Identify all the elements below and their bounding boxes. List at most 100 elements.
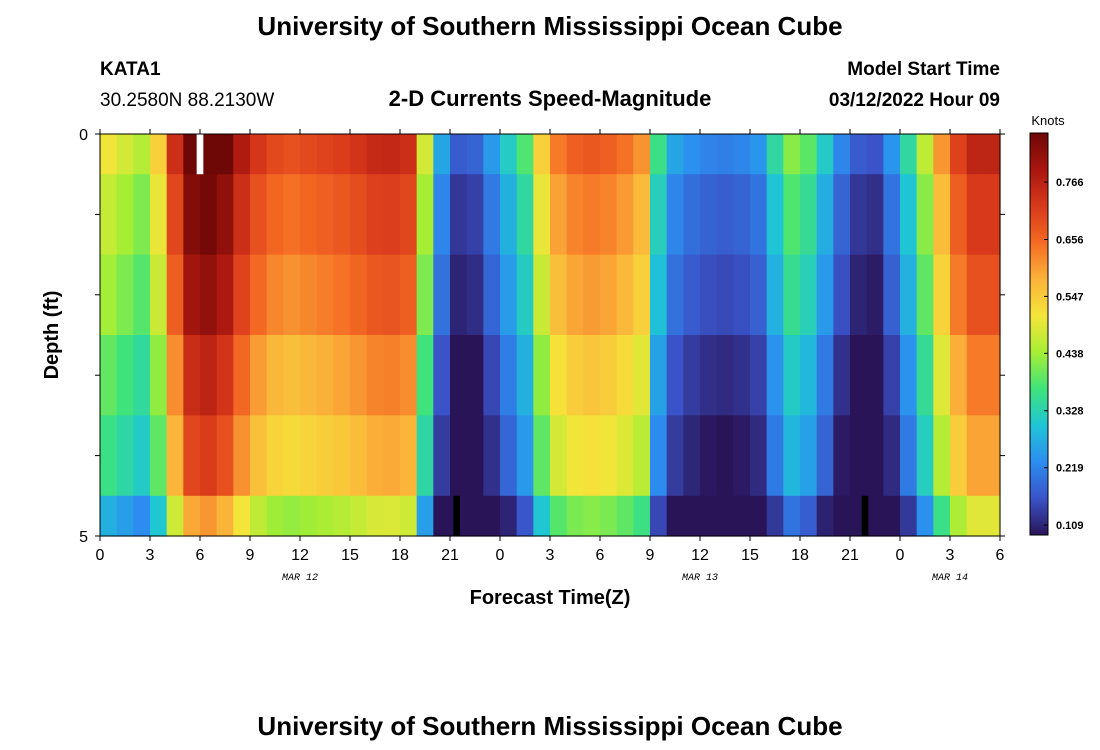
heatmap-cell [883, 335, 901, 416]
heatmap-cell [550, 174, 568, 256]
heatmap-cell [583, 495, 601, 537]
heatmap-cell [233, 174, 251, 256]
x-tick-label: 18 [791, 547, 809, 564]
heatmap-cell [550, 134, 568, 175]
colorbar-tick-label: 0.219 [1056, 463, 1084, 475]
heatmap-cell [516, 254, 534, 336]
model-start-value: 03/12/2022 Hour 09 [829, 90, 1000, 111]
x-tick-label: 15 [341, 547, 359, 564]
date-label: MAR 13 [682, 573, 718, 584]
heatmap-cell [450, 415, 468, 497]
heatmap-cell [900, 415, 918, 497]
heatmap-cell [533, 174, 551, 256]
heatmap-cell [183, 134, 201, 175]
heatmap-cell [583, 335, 601, 416]
heatmap-cell [433, 134, 451, 175]
heatmap-cell [466, 495, 484, 537]
heatmap-cell [650, 254, 668, 336]
heatmap-cell [583, 134, 601, 175]
heatmap-cell [733, 134, 751, 175]
heatmap-cell [950, 134, 968, 175]
heatmap-cell [450, 134, 468, 175]
heatmap-cell [416, 134, 434, 175]
heatmap-cell [150, 335, 168, 416]
heatmap-cell [533, 134, 551, 175]
heatmap-cell [100, 495, 118, 537]
x-axis-ticks: 0 3 6 9 12 15 18 21 0 3 6 9 12 15 18 21 0 3 6 [96, 129, 1005, 564]
heatmap-cell [166, 415, 184, 497]
heatmap-cell [833, 495, 851, 537]
heatmap-cell [150, 134, 168, 175]
heatmap-cell [450, 174, 468, 256]
heatmap-cell [616, 134, 634, 175]
heatmap-cell [866, 495, 884, 537]
missing-cell [861, 495, 869, 536]
heatmap-cell [100, 134, 118, 175]
heatmap-cell [150, 495, 168, 537]
heatmap-cell [133, 174, 151, 256]
heatmap-cell [900, 174, 918, 256]
heatmap-cell [800, 415, 818, 497]
heatmap-cell [166, 134, 184, 175]
heatmap-cell [900, 134, 918, 175]
heatmap-cell [800, 335, 818, 416]
y-tick-label: 5 [79, 529, 88, 546]
heatmap-cell [666, 254, 684, 336]
x-tick-label: 3 [146, 547, 155, 564]
heatmap-cell [233, 415, 251, 497]
heatmap-cell [816, 254, 834, 336]
heatmap-cell [966, 335, 984, 416]
heatmap-cell [566, 415, 584, 497]
heatmap-cell [900, 254, 918, 336]
heatmap-cell [366, 335, 384, 416]
date-label: MAR 12 [282, 573, 318, 584]
heatmap-cell [966, 174, 984, 256]
heatmap-cell [750, 335, 768, 416]
heatmap-cell [850, 335, 868, 416]
heatmap-cell [250, 134, 268, 175]
heatmap-cell [500, 174, 518, 256]
heatmap-cell [716, 174, 734, 256]
heatmap-cell [650, 134, 668, 175]
heatmap-cell [916, 134, 934, 175]
x-axis-title: Forecast Time(Z) [470, 587, 631, 609]
heatmap-cell [983, 134, 1001, 175]
date-label: MAR 14 [932, 573, 968, 584]
heatmap-cell [883, 134, 901, 175]
heatmap-cell [466, 134, 484, 175]
heatmap-cell [800, 495, 818, 537]
model-start-label: Model Start Time [847, 59, 1000, 80]
heatmap-cell [633, 495, 651, 537]
heatmap-cell [483, 495, 501, 537]
heatmap-cell [300, 495, 318, 537]
heatmap-cell [700, 254, 718, 336]
heatmap-cell [866, 174, 884, 256]
heatmap-cell [600, 495, 618, 537]
heatmap-cell [450, 335, 468, 416]
heatmap-cell [366, 415, 384, 497]
heatmap-cell [500, 495, 518, 537]
heatmap-cell [650, 174, 668, 256]
heatmap-cell [566, 335, 584, 416]
heatmap-cell [283, 134, 301, 175]
heatmap-cell [566, 174, 584, 256]
heatmap-cell [300, 134, 318, 175]
heatmap-cell [383, 254, 401, 336]
heatmap-cell [566, 254, 584, 336]
heatmap-cell [500, 254, 518, 336]
heatmap-cell [350, 335, 368, 416]
heatmap-cell [550, 335, 568, 416]
heatmap-cell [916, 254, 934, 336]
heatmap-cell [950, 174, 968, 256]
heatmap-cell [783, 415, 801, 497]
heatmap-cell [750, 134, 768, 175]
heatmap-cell [666, 415, 684, 497]
heatmap-cell [583, 174, 601, 256]
heatmap-cell [600, 254, 618, 336]
heatmap-cell [766, 254, 784, 336]
heatmap-cell [650, 415, 668, 497]
heatmap-cell [216, 134, 234, 175]
x-tick-label: 9 [646, 547, 655, 564]
heatmap-cell [133, 415, 151, 497]
heatmap-cell [116, 174, 134, 256]
